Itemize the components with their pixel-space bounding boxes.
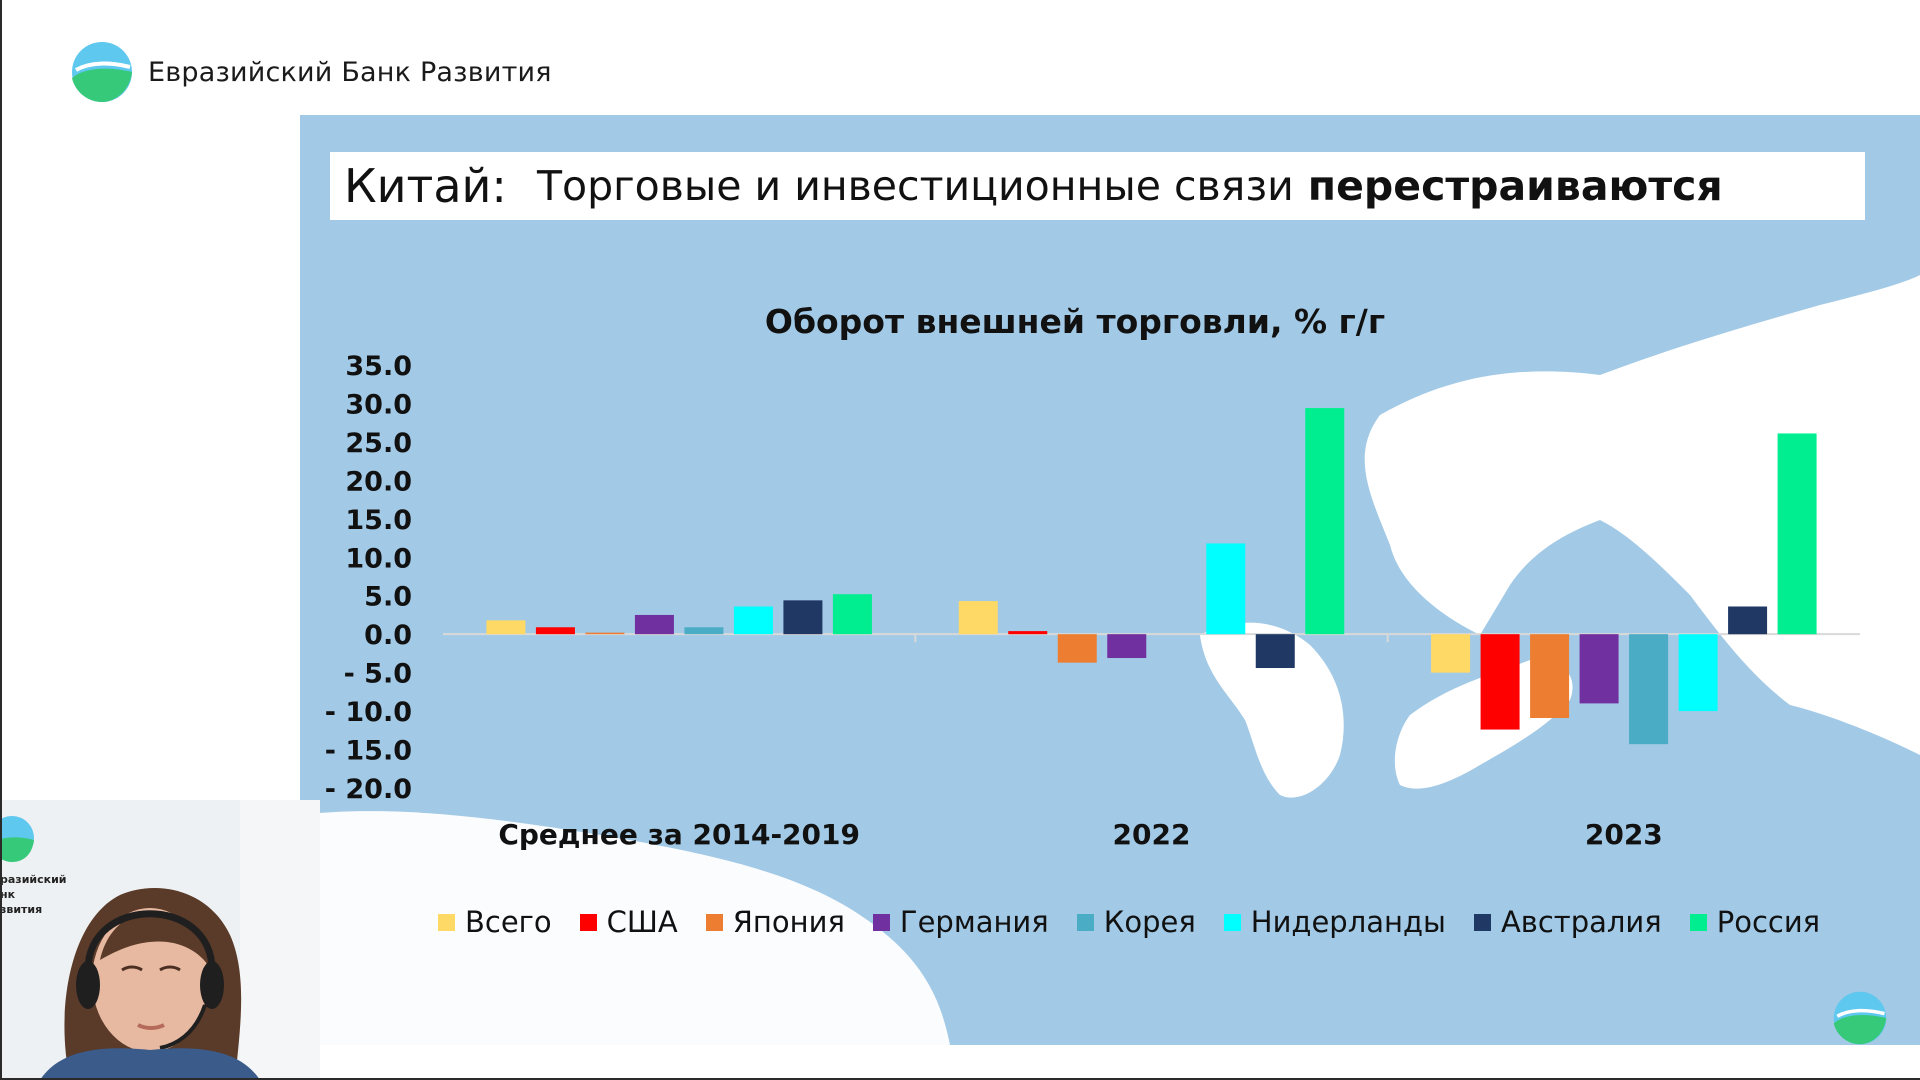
legend-swatch	[438, 913, 455, 931]
legend-label: Германия	[899, 905, 1049, 939]
map-land-southwest	[300, 811, 950, 1045]
bar	[1678, 634, 1718, 712]
ebr-logo-icon	[72, 42, 132, 102]
webcam-bg-text-line: звития	[0, 903, 43, 916]
bar	[1431, 634, 1471, 673]
legend-swatch	[1076, 913, 1094, 931]
bar	[1777, 433, 1817, 635]
legend-label: Россия	[1716, 905, 1821, 939]
map-land-peninsula	[1200, 622, 1344, 798]
legend-label: Нидерланды	[1250, 905, 1446, 939]
legend-item: Корея	[1076, 905, 1196, 939]
legend-label: Австралия	[1500, 905, 1662, 939]
bar	[1305, 408, 1345, 635]
y-tick-label: - 5.0	[344, 659, 412, 690]
y-tick-label: 35.0	[345, 351, 412, 382]
bar	[585, 632, 625, 635]
slide-background	[300, 115, 1920, 1045]
y-tick-label: - 10.0	[325, 697, 412, 728]
legend-item: Всего	[438, 905, 552, 939]
y-tick-label: 25.0	[345, 428, 412, 459]
legend-label: США	[606, 905, 678, 939]
legend-label: Корея	[1103, 905, 1196, 939]
slide-title-emphasis: перестраиваются	[1307, 162, 1723, 210]
legend-swatch	[1473, 913, 1491, 931]
y-tick-label: 10.0	[345, 543, 412, 574]
y-tick-label: - 15.0	[325, 736, 412, 767]
legend-item: Германия	[872, 905, 1049, 939]
bar	[1579, 634, 1619, 704]
bar	[1255, 634, 1295, 669]
map-land-north	[300, 115, 1920, 175]
y-tick-label: 30.0	[345, 389, 412, 420]
bar	[535, 627, 575, 635]
bar	[783, 600, 823, 635]
bar	[1629, 634, 1669, 745]
brand-header: Евразийский Банк Развития	[70, 40, 552, 104]
webcam-overlay: разийский нк звития	[0, 800, 320, 1080]
legend-item: Австралия	[1473, 905, 1662, 939]
webcam-bg-text-line: нк	[0, 888, 16, 901]
y-tick-label: 15.0	[345, 505, 412, 536]
corner-logo-icon	[1833, 991, 1887, 1045]
y-tick-label: 20.0	[345, 466, 412, 497]
bar	[958, 601, 998, 635]
bar	[1530, 634, 1570, 719]
brand-name: Евразийский Банк Развития	[148, 56, 552, 88]
legend-swatch	[705, 913, 723, 931]
bar	[1480, 634, 1520, 730]
bar	[1008, 631, 1048, 635]
legend-swatch	[1689, 913, 1707, 931]
bar	[733, 606, 773, 635]
y-tick-label: - 20.0	[325, 774, 412, 805]
slide-title-text: Торговые и инвестиционные связи	[536, 162, 1294, 210]
legend-swatch	[872, 913, 890, 931]
slide-title-country: Китай:	[344, 159, 507, 213]
legend-label: Япония	[732, 905, 845, 939]
slide-title-bar: Китай: Торговые и инвестиционные связи п…	[330, 152, 1865, 220]
legend-label: Всего	[465, 905, 552, 939]
bar	[1107, 634, 1147, 659]
x-category-label: 2022	[1113, 818, 1191, 851]
bar	[1728, 606, 1768, 635]
x-category-label: Среднее за 2014-2019	[498, 818, 860, 851]
bar	[1057, 634, 1097, 663]
bar	[684, 627, 724, 635]
legend-swatch	[1223, 913, 1241, 931]
bar	[1206, 543, 1246, 635]
bar	[832, 594, 872, 635]
legend-item: США	[579, 905, 678, 939]
y-tick-label: 5.0	[364, 582, 412, 613]
bar	[486, 620, 526, 635]
webcam-feed	[0, 800, 320, 1080]
chart-title: Оборот внешней торговли, % г/г	[764, 302, 1386, 341]
legend-item: Япония	[705, 905, 845, 939]
legend-item: Россия	[1689, 905, 1821, 939]
x-category-label: 2023	[1585, 818, 1663, 851]
bar	[634, 614, 674, 635]
y-tick-label: 0.0	[364, 620, 412, 651]
webcam-bg-text-line: разийский	[0, 873, 67, 886]
legend-item: Нидерланды	[1223, 905, 1446, 939]
legend-swatch	[579, 913, 597, 931]
chart-legend: Всего США Япония Германия Корея Нидерланды Авс…	[438, 905, 1848, 939]
